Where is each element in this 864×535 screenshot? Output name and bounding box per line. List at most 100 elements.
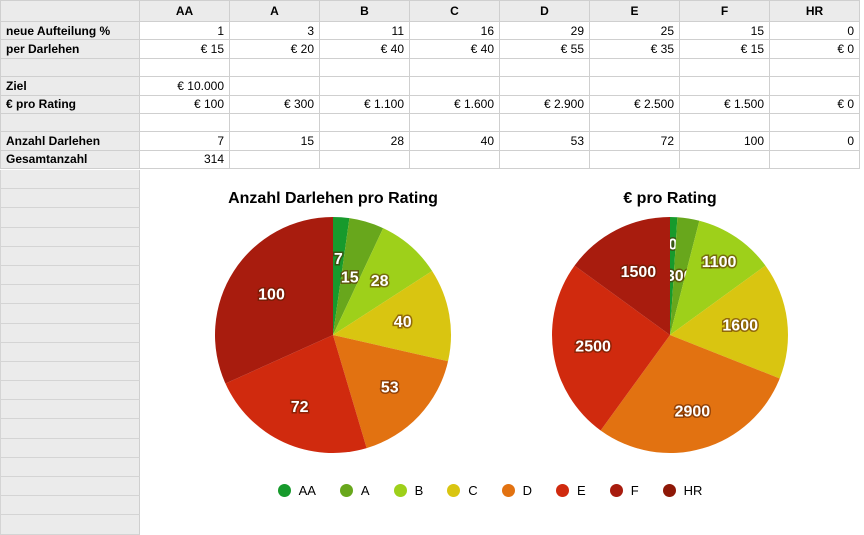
data-cell[interactable]: 11 [320,22,410,41]
empty-row-header-cell[interactable] [1,342,140,362]
data-cell[interactable]: 15 [230,132,320,151]
corner-cell[interactable] [1,1,140,22]
data-cell[interactable]: € 15 [140,40,230,59]
data-cell[interactable] [770,113,860,133]
pie-chart-1-svg[interactable]: 7 15 28 40 53 72 100 [213,215,453,455]
pie-slice-a[interactable] [333,218,384,335]
legend-item-a[interactable]: A [339,483,370,498]
data-cell[interactable] [230,113,320,133]
data-cell[interactable]: € 10.000 [140,77,230,96]
data-cell[interactable] [590,113,680,133]
empty-row-header-cell[interactable] [1,246,140,266]
data-cell[interactable]: 16 [410,22,500,41]
data-cell[interactable] [140,58,230,78]
row-label-cell[interactable]: per Darlehen [1,40,140,59]
data-cell[interactable]: € 0 [770,40,860,59]
data-cell[interactable]: 28 [320,132,410,151]
data-cell[interactable]: € 40 [410,40,500,59]
data-cell[interactable] [590,150,680,170]
data-cell[interactable]: € 300 [230,95,320,114]
empty-row-header-cell[interactable] [1,361,140,382]
data-cell[interactable] [500,150,590,170]
empty-row-header-cell[interactable] [1,189,140,209]
empty-row-header-cell[interactable] [1,170,140,190]
empty-row-header-cell[interactable] [1,457,140,477]
legend-item-b[interactable]: B [393,483,423,498]
data-cell[interactable]: 72 [590,132,680,151]
row-label-cell[interactable] [1,58,140,78]
data-cell[interactable]: € 2.500 [590,95,680,114]
chart1-title[interactable]: Anzahl Darlehen pro Rating [228,190,438,207]
pie-slice-c[interactable] [333,270,451,362]
empty-row-header-cell[interactable] [1,496,140,516]
data-cell[interactable]: 314 [140,150,230,170]
data-cell[interactable] [680,150,770,170]
data-cell[interactable]: 53 [500,132,590,151]
data-cell[interactable] [320,113,410,133]
pie-slice-d[interactable] [333,335,449,449]
row-label-cell[interactable] [1,113,140,133]
pie-slice-b[interactable] [333,228,433,335]
data-cell[interactable] [320,150,410,170]
data-cell[interactable]: 7 [140,132,230,151]
empty-row-header-cell[interactable] [1,477,140,497]
data-cell[interactable]: € 35 [590,40,680,59]
data-cell[interactable] [230,77,320,96]
data-cell[interactable]: € 1.100 [320,95,410,114]
pie-slice-a[interactable] [670,217,700,335]
column-header-f[interactable]: F [680,1,770,22]
legend-item-hr[interactable]: HR [662,483,702,498]
legend-item-e[interactable]: E [556,483,586,498]
pie-slice-d[interactable] [600,335,780,453]
data-cell[interactable] [410,113,500,133]
chart2-title[interactable]: € pro Rating [623,190,717,207]
data-cell[interactable]: € 55 [500,40,590,59]
data-cell[interactable] [500,58,590,78]
data-cell[interactable] [680,77,770,96]
pie-slice-e[interactable] [225,335,367,454]
empty-row-header-cell[interactable] [1,323,140,343]
data-cell[interactable] [770,77,860,96]
data-cell[interactable] [590,58,680,78]
data-cell[interactable] [590,77,680,96]
pie-slice-f[interactable] [574,217,670,335]
data-cell[interactable]: 1 [140,22,230,41]
data-cell[interactable]: € 20 [230,40,320,59]
pie-slice-aa[interactable] [333,217,350,335]
data-cell[interactable] [320,77,410,96]
data-cell[interactable]: € 1.600 [410,95,500,114]
data-cell[interactable]: 3 [230,22,320,41]
data-cell[interactable] [230,150,320,170]
empty-row-header-cell[interactable] [1,381,140,401]
row-label-cell[interactable]: Anzahl Darlehen [1,132,140,151]
data-cell[interactable]: € 40 [320,40,410,59]
data-cell[interactable] [680,58,770,78]
column-header-hr[interactable]: HR [770,1,860,22]
pie-slice-aa[interactable] [670,216,678,335]
data-cell[interactable] [140,113,230,133]
column-header-e[interactable]: E [590,1,680,22]
data-cell[interactable]: 0 [770,132,860,151]
data-cell[interactable]: € 15 [680,40,770,59]
column-header-d[interactable]: D [500,1,590,22]
empty-row-header-cell[interactable] [1,227,140,247]
row-label-cell[interactable]: € pro Rating [1,95,140,114]
row-label-cell[interactable]: Gesamtanzahl [1,150,140,170]
data-cell[interactable] [410,150,500,170]
column-header-c[interactable]: C [410,1,500,22]
legend-item-d[interactable]: D [501,483,532,498]
data-cell[interactable]: € 0 [770,95,860,114]
empty-row-header-cell[interactable] [1,304,140,324]
data-cell[interactable]: € 2.900 [500,95,590,114]
data-cell[interactable] [500,77,590,96]
data-cell[interactable]: 100 [680,132,770,151]
data-cell[interactable]: € 100 [140,95,230,114]
empty-row-header-cell[interactable] [1,285,140,305]
empty-row-header-cell[interactable] [1,265,140,286]
data-cell[interactable]: 15 [680,22,770,41]
empty-row-header-cell[interactable] [1,438,140,458]
row-label-cell[interactable]: neue Aufteilung % [1,22,140,41]
data-cell[interactable] [770,58,860,78]
pie-chart-euro-pro-rating[interactable]: 100 300 1100 1600 2900 2500 1500 [550,215,790,455]
